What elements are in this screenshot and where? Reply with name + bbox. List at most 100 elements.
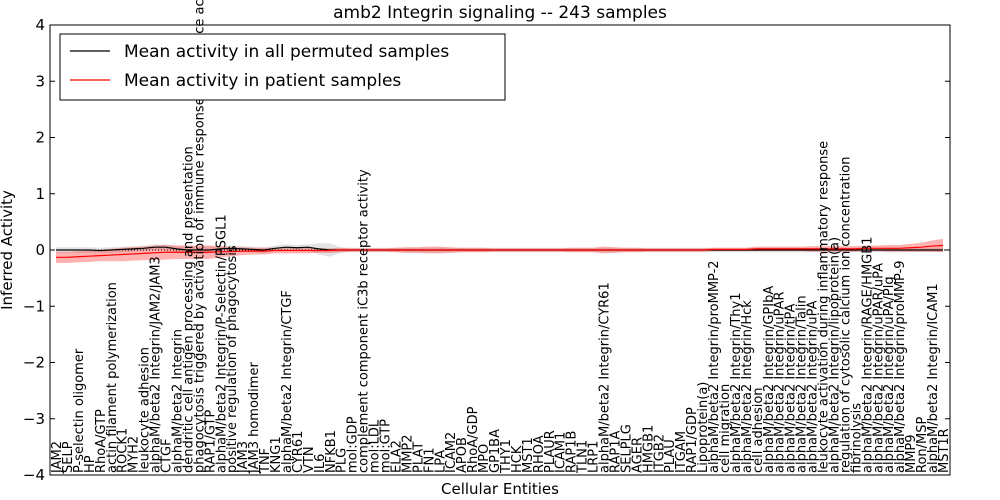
x-tick-label: MMP9	[904, 434, 919, 473]
x-tick-label: mol:GTP	[379, 419, 394, 473]
x-tick-label: mol:LDL	[368, 419, 383, 473]
x-tick-label: mol:GDP	[346, 416, 361, 473]
x-tick-label: HP	[83, 455, 98, 473]
x-tick-label: RAP1/GTP	[203, 410, 218, 473]
legend: Mean activity in all permuted samples Me…	[59, 33, 506, 101]
x-tick-label: alphaM/beta2 Integrin/lipoprotein(a)	[827, 237, 842, 473]
x-tick-label: alphaM/beta2 Integrin/ICAM1	[926, 283, 941, 473]
x-tick-label: alphaM/beta2 Integrin/proMMP-2	[707, 260, 722, 473]
x-tick-label: fibrinolysis	[849, 403, 864, 473]
x-tick-label: ITGB2	[652, 434, 667, 473]
y-tick-label: −1	[23, 297, 45, 315]
x-tick-label: alphaM/beta2 Integrin/RAGE/HMGB1	[860, 237, 875, 473]
x-axis-label: Cellular Entities	[441, 480, 559, 498]
x-tick-label: alphaM/beta2 Integrin/Hck	[740, 300, 755, 473]
x-tick-label: KNG1	[269, 436, 284, 473]
x-tick-label: alphaM/beta2 Integrin/uPAR	[773, 291, 788, 473]
x-tick-label: alphaM/beta2 Integrin/Thy1	[729, 293, 744, 474]
x-tick-label: LRP1	[587, 441, 602, 473]
x-tick-label: complement component iC3b receptor activ…	[357, 169, 372, 473]
x-tick-label: MPO	[477, 444, 492, 473]
x-tick-label: HCK	[510, 445, 525, 473]
x-tick-label: RhoA/GTP	[94, 409, 109, 473]
x-tick-label: CYR61	[291, 431, 306, 473]
x-tick-label: alphaM/beta2 Integrin/CYR61	[598, 282, 613, 473]
x-tick-label: MST1	[521, 437, 536, 473]
x-tick-label: Ron/MSP	[915, 417, 930, 473]
x-tick-label: alphaM/beta2 Integrin/proMMP-9	[893, 260, 908, 473]
x-tick-label: AGER	[630, 437, 645, 473]
x-tick-label: JAM3 homodimer	[247, 362, 262, 474]
x-tick-label: alphaM/beta2 Integrin/CTGF	[280, 290, 295, 473]
x-tick-label: RAP1B	[565, 431, 580, 473]
legend-box	[59, 33, 506, 101]
x-tick-label: LPA	[433, 450, 448, 473]
x-tick-label: alphaM/beta2 Integrin/uPA/Plg	[882, 276, 897, 473]
x-tick-label: alphaM/beta2 Integrin/P-Selectin/PSGL1	[214, 214, 229, 473]
x-tick-label: positive regulation of phagocytosis	[225, 245, 240, 473]
x-tick-label: ELA2	[389, 440, 404, 473]
x-tick-label: APOB	[455, 437, 470, 473]
x-tick-label: P-selectin oligomer	[72, 348, 87, 473]
x-tick-label: ICAM1	[554, 432, 569, 473]
x-tick-label: leukocyte adhesion	[138, 347, 153, 473]
legend-label-patient: Mean activity in patient samples	[124, 71, 401, 91]
x-tick-label: PLAT	[411, 442, 426, 473]
y-tick-label: 1	[35, 185, 45, 203]
x-tick-label: RAP1A	[608, 430, 623, 473]
x-tick-label: Lipoprotein(a)	[696, 382, 711, 473]
x-tick-label: alphaM/beta2 Integrin/uPA	[806, 300, 821, 473]
x-tick-label: alphaM/beta2 Integrin/uPAR/uPA	[871, 263, 886, 473]
x-tick-label: cell adhesion	[751, 387, 766, 473]
x-tick-label: cell migration	[718, 384, 733, 473]
x-tick-label: JAM3	[236, 441, 251, 474]
x-tick-label: SELPLG	[619, 424, 634, 473]
chart-title: amb2 Integrin signaling -- 243 samples	[333, 3, 667, 23]
x-tick-label: RhoA/GDP	[466, 406, 481, 473]
x-tick-label: JAM2	[50, 441, 65, 474]
y-axis-label: Inferred Activity	[0, 190, 16, 310]
x-tick-label: HMGB1	[641, 425, 656, 473]
patient-confidence-band	[56, 238, 943, 263]
y-tick-label: 3	[35, 72, 45, 90]
x-tick-label: SELP	[61, 441, 76, 473]
x-tick-label: IL6	[313, 454, 328, 473]
y-tick-label: −4	[23, 466, 45, 484]
x-tick-label: PLG	[335, 448, 350, 473]
x-tick-label: PLAU	[663, 439, 678, 473]
x-tick-label: alphaM/beta2 Integrin	[170, 329, 185, 473]
patient-mean-line	[56, 244, 944, 258]
x-tick-label: MYH2	[127, 436, 142, 473]
x-tick-label: leukocyte activation during inflammatory…	[817, 141, 832, 473]
y-tick-label: 0	[35, 241, 45, 259]
x-tick-label: ICAM2	[444, 432, 459, 473]
x-tick-label: CTGF	[160, 438, 175, 473]
x-tick-label: MMP2	[400, 434, 415, 473]
x-tick-label: actin filament polymerization	[105, 282, 120, 473]
x-tick-label: FN1	[422, 448, 437, 473]
x-tick-label: regulation of cytosolic calcium ion conc…	[838, 157, 853, 473]
x-tick-label: PLAUR	[543, 430, 558, 473]
y-tick-label: 4	[35, 16, 45, 34]
x-tick-label: alphaM/beta2 Integrin/JAM2/JAM3	[149, 256, 164, 473]
x-tick-label: RAP1/GDP	[685, 407, 700, 473]
x-tick-label: phagocytosis triggered by activation of …	[192, 0, 207, 473]
x-tick-label: alphaM/beta2 Integrin/GPIbA	[762, 286, 777, 473]
x-tick-label: TNF	[258, 448, 273, 474]
y-tick-label: 2	[35, 129, 45, 147]
x-tick-label: alphaM/beta2 Integrin/tPA	[784, 304, 799, 473]
x-tick-label: MST1R	[937, 428, 952, 473]
x-tick-label: alphaM/beta2 Integrin/Talin	[795, 295, 810, 473]
x-tick-label: NFKB1	[324, 430, 339, 473]
x-tick-label: ITGAM	[674, 431, 689, 473]
x-tick-label: VTN	[302, 446, 317, 473]
x-tick-label: RHOA	[532, 435, 547, 473]
x-tick-label: GP1BA	[488, 429, 503, 473]
y-tick-label: −2	[23, 354, 45, 372]
x-tick-label: dendritic cell antigen processing and pr…	[181, 146, 196, 473]
x-tick-label: ROCK1	[116, 428, 131, 473]
x-tick-label: THY1	[499, 439, 514, 474]
x-tick-label: TLN1	[576, 440, 591, 474]
y-tick-label: −3	[23, 410, 45, 428]
